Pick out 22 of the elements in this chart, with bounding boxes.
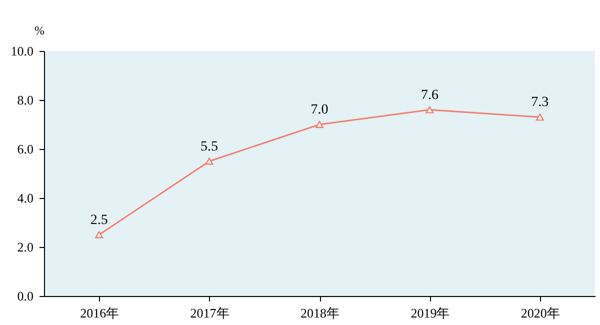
x-tick-label: 2018年 xyxy=(300,306,340,320)
data-label: 7.0 xyxy=(310,102,328,118)
y-tick-label: 2.0 xyxy=(17,240,34,254)
point xyxy=(316,120,324,128)
x-tick-label: 2016年 xyxy=(80,306,120,320)
y-tick-label: 8.0 xyxy=(17,92,34,108)
x-tick-label: 2019年 xyxy=(410,306,450,320)
point xyxy=(95,231,104,238)
y-tick-label: 4.0 xyxy=(17,190,34,206)
data-label: 7.3 xyxy=(531,95,549,110)
y-tick-label: 6.0 xyxy=(17,142,34,156)
data-label: 7.6 xyxy=(420,88,438,103)
data-label: 5.5 xyxy=(200,139,218,154)
y-tick-label: 0.0 xyxy=(17,288,34,304)
point xyxy=(426,106,434,114)
y-tick-label: 10.0 xyxy=(10,44,34,58)
point xyxy=(205,158,214,165)
x-tick-label: 2017年 xyxy=(190,306,230,320)
point xyxy=(536,114,544,121)
x-tick-label: 2020年 xyxy=(520,306,560,320)
y-axis-title: % xyxy=(34,24,44,38)
data-label: 2.5 xyxy=(90,212,108,228)
